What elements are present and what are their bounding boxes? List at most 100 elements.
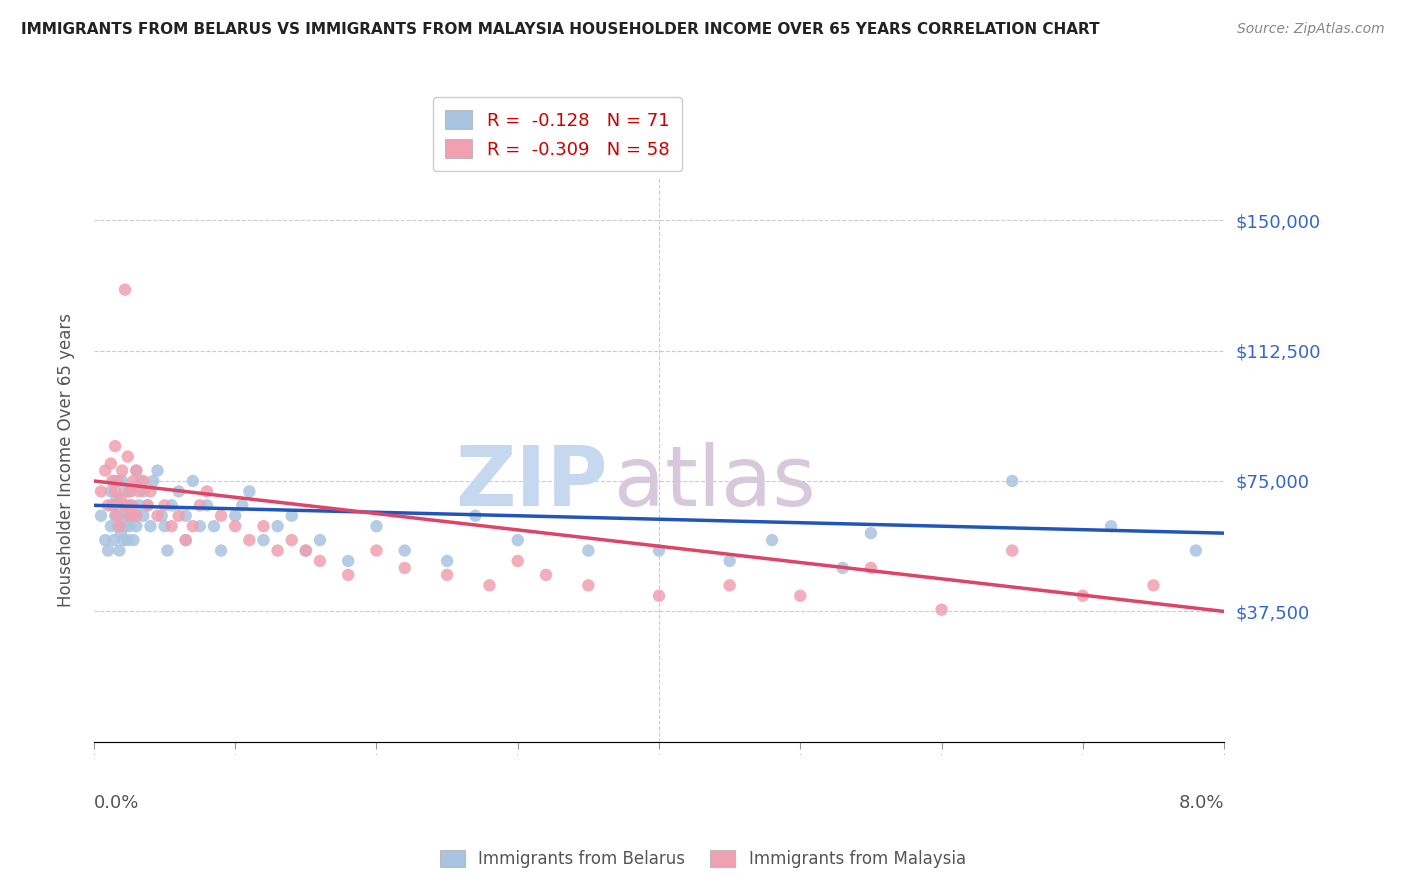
Point (436, 554, 458, 568)
Point (648, 589, 671, 603)
Point (107, 519, 129, 533)
Point (108, 519, 131, 533)
Point (110, 526, 132, 541)
Point (576, 578, 599, 592)
Point (366, 519, 388, 533)
Point (104, 508, 127, 523)
Text: IMMIGRANTS FROM BELARUS VS IMMIGRANTS FROM MALAYSIA HOUSEHOLDER INCOME OVER 65 Y: IMMIGRANTS FROM BELARUS VS IMMIGRANTS FR… (21, 22, 1099, 37)
Point (859, 561, 882, 575)
Point (146, 464, 169, 478)
Point (295, 543, 318, 558)
Text: Source: ZipAtlas.com: Source: ZipAtlas.com (1237, 22, 1385, 37)
Point (1099, 519, 1122, 533)
Point (506, 554, 529, 568)
Point (309, 533, 332, 548)
Point (122, 474, 145, 488)
Point (478, 578, 501, 592)
Point (94, 464, 117, 478)
Text: 0.0%: 0.0% (94, 794, 139, 812)
Point (394, 561, 416, 575)
Point (94, 533, 117, 548)
Point (100, 519, 122, 533)
Point (167, 484, 190, 499)
Point (108, 543, 131, 558)
Point (97, 543, 120, 558)
Point (280, 533, 302, 548)
Point (202, 519, 225, 533)
Point (231, 499, 253, 513)
Point (174, 533, 197, 548)
Point (1001, 543, 1024, 558)
Point (436, 568, 458, 582)
Point (464, 508, 486, 523)
Point (181, 474, 204, 488)
Point (167, 508, 190, 523)
Point (129, 474, 152, 488)
Point (337, 568, 360, 582)
Point (252, 533, 274, 548)
Point (1001, 474, 1024, 488)
Point (128, 484, 150, 499)
Point (295, 543, 318, 558)
Point (107, 474, 129, 488)
Point (146, 508, 169, 523)
Point (105, 508, 128, 523)
Legend: Immigrants from Belarus, Immigrants from Malaysia: Immigrants from Belarus, Immigrants from… (433, 843, 973, 875)
Point (224, 519, 246, 533)
Point (125, 508, 148, 523)
Point (118, 484, 141, 499)
Y-axis label: Householder Income Over 65 years: Householder Income Over 65 years (58, 313, 75, 607)
Point (125, 464, 148, 478)
Point (266, 543, 288, 558)
Point (209, 543, 232, 558)
Point (209, 508, 232, 523)
Text: 8.0%: 8.0% (1178, 794, 1225, 812)
Point (153, 499, 176, 513)
Point (831, 561, 853, 575)
Point (142, 474, 165, 488)
Point (188, 519, 211, 533)
Point (104, 484, 127, 499)
Point (125, 519, 148, 533)
Point (139, 519, 162, 533)
Point (104, 474, 127, 488)
Point (139, 484, 162, 499)
Point (718, 554, 741, 568)
Point (761, 533, 783, 548)
Point (132, 474, 155, 488)
Point (160, 499, 183, 513)
Point (101, 474, 124, 488)
Point (103, 499, 125, 513)
Point (100, 457, 122, 471)
Point (114, 484, 136, 499)
Point (181, 519, 204, 533)
Legend: R =  -0.128   N = 71, R =  -0.309   N = 58: R = -0.128 N = 71, R = -0.309 N = 58 (433, 97, 682, 171)
Point (111, 474, 134, 488)
Point (576, 543, 599, 558)
Point (309, 554, 332, 568)
Point (1071, 589, 1094, 603)
Point (534, 568, 557, 582)
Point (128, 499, 150, 513)
Point (117, 450, 139, 464)
Point (132, 484, 155, 499)
Point (104, 439, 127, 453)
Point (1185, 543, 1208, 558)
Point (931, 603, 953, 617)
Point (121, 499, 143, 513)
Point (252, 519, 274, 533)
Point (394, 543, 416, 558)
Point (110, 491, 132, 506)
Point (118, 519, 141, 533)
Point (160, 519, 183, 533)
Point (90, 484, 112, 499)
Point (132, 508, 155, 523)
Point (112, 533, 135, 548)
Point (136, 499, 159, 513)
Point (150, 508, 173, 523)
Point (121, 508, 143, 523)
Point (111, 508, 134, 523)
Point (103, 533, 125, 548)
Point (789, 589, 811, 603)
Point (506, 533, 529, 548)
